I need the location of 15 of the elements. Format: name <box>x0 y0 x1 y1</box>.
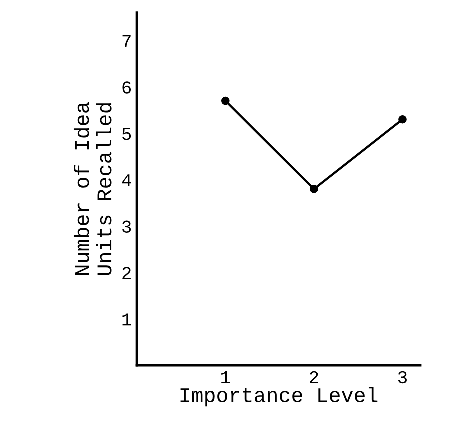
y-tick-label: 5 <box>122 128 132 140</box>
y-tick-label: 3 <box>122 220 132 234</box>
y-tick-label: 6 <box>122 82 132 94</box>
point <box>221 96 230 106</box>
y-tick-label: 4 <box>122 174 132 186</box>
x-axis-title: Importance Level <box>180 387 378 407</box>
x-tick-label: 2 <box>310 371 318 384</box>
x-tick-label: 1 <box>222 372 230 384</box>
y-axis-title: Number of Idea Units Recalled <box>74 102 112 276</box>
point <box>398 115 407 124</box>
x-tick-label: 3 <box>398 371 407 384</box>
y-tick-label: 1 <box>122 314 132 326</box>
y-tick-label: 2 <box>122 267 131 280</box>
point <box>310 185 318 194</box>
y-tick-label: 7 <box>122 35 131 48</box>
